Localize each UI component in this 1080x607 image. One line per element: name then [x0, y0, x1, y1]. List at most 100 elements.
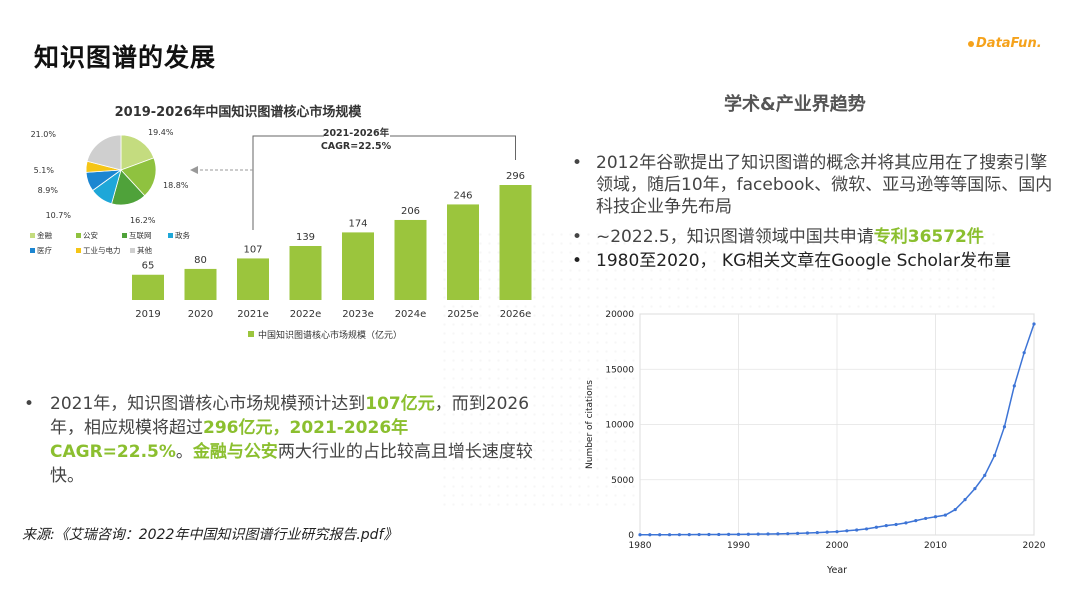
bar-2019 [132, 274, 164, 300]
citations-point [874, 525, 878, 529]
pie-value-label: 5.1% [34, 166, 55, 175]
bar-category-label: 2026e [500, 309, 532, 320]
pie-legend-label: 其他 [137, 245, 152, 255]
bullet-text-segment: ，而到2026年，相应规模将超过 [50, 394, 530, 438]
trend-bullet-patents-text: ~2022.5，知识图谱领域中国共申请专利36572件 [596, 226, 1062, 248]
y-axis-label: Number of citations [585, 380, 595, 469]
citations-point [707, 532, 711, 537]
citations-point [855, 528, 859, 532]
citations-point [736, 532, 741, 536]
bullet-dot: • [572, 153, 583, 173]
bar-2023e [342, 232, 374, 300]
market-size-chart: 2019-2026年中国知识图谱核心市场规模 65 2019 80 2020 107 202… [18, 100, 538, 350]
citations-point [766, 532, 770, 536]
pie-value-label: 18.8% [163, 181, 189, 190]
x-tick-label: 2020 [1023, 541, 1046, 551]
bar-legend-label: 中国知识图谱核心市场规模（亿元） [258, 329, 402, 341]
trend-bullet-scholar-text: 1980至2020， KG相关文章在Google Scholar发布量 [596, 251, 1012, 271]
citations-point [677, 533, 681, 537]
citations-point [884, 524, 888, 528]
pie-pointer-arrow-icon [190, 166, 198, 174]
bar-category-label: 2020 [188, 309, 213, 320]
bar-2025e [447, 204, 479, 300]
citations-point [648, 533, 652, 537]
bullet-dot: • [24, 394, 35, 414]
patents-text: ~2022.5，知识图谱领域中国共申请 [596, 227, 874, 247]
bar-category-label: 2023e [342, 309, 374, 320]
bullet-text-segment: 。 [175, 442, 193, 462]
bar-value-label: 80 [194, 255, 207, 266]
citations-point [1002, 425, 1007, 429]
citations-point [776, 532, 780, 536]
bar-2024e [394, 219, 427, 300]
citations-point [1022, 351, 1026, 355]
citations-point [993, 453, 997, 458]
pie-slice-金融 [120, 134, 155, 171]
x-tick-label: 1990 [727, 541, 750, 551]
trend-bullet-scholar: • 1980至2020， KG相关文章在Google Scholar发布量 [572, 250, 1062, 272]
citations-point [796, 531, 800, 535]
citations-point [756, 532, 760, 536]
market-bar-chart: 2019-2026年中国知识图谱核心市场规模 65 2019 80 2020 107 202… [30, 104, 532, 341]
citations-point [943, 513, 947, 517]
citations-point [687, 533, 691, 537]
bar-2026e [499, 185, 532, 300]
pie-value-label: 16.2% [130, 216, 156, 225]
citations-point [963, 498, 967, 502]
pie-legend-swatch [76, 233, 81, 238]
y-tick-label: 5000 [611, 476, 634, 486]
pie-legend-swatch [130, 248, 135, 253]
trend-bullet-google: • 2012年谷歌提出了知识图谱的概念并将其应用在了搜索引擎领域，随后10年，f… [572, 152, 1062, 218]
pie-legend-swatch [30, 248, 35, 253]
citations-point [924, 516, 928, 521]
pie-value-label: 19.4% [148, 128, 174, 137]
bar-category-label: 2025e [447, 309, 479, 320]
pie-legend-label: 政务 [175, 230, 190, 240]
pie-slice-其他 [86, 134, 122, 171]
pie-legend-label: 金融 [37, 230, 52, 240]
citations-point [1012, 384, 1016, 388]
cagr-annotation-line2: CAGR=22.5% [321, 141, 392, 152]
citations-point [638, 533, 642, 537]
pie-legend-label: 互联网 [129, 231, 152, 240]
patents-highlight: 专利36572件 [873, 227, 984, 247]
citations-point [914, 519, 918, 523]
citations-point [717, 532, 721, 537]
pie-legend-swatch [168, 233, 173, 238]
x-tick-label: 2010 [924, 541, 947, 551]
y-tick-label: 0 [628, 531, 634, 541]
y-tick-label: 20000 [605, 310, 634, 320]
pie-value-label: 10.7% [46, 211, 72, 220]
citations-point [658, 533, 662, 537]
logo-dot-icon [968, 40, 974, 47]
highlight-text: 107亿元 [365, 394, 435, 414]
market-bullet-text: 2021年，知识图谱核心市场规模预计达到107亿元，而到2026年，相应规模将超… [50, 392, 534, 488]
citations-point [864, 527, 869, 531]
bar-2021e [237, 258, 269, 300]
y-tick-label: 10000 [605, 421, 634, 431]
citations-point [815, 530, 819, 535]
bar-2022e [289, 245, 322, 300]
bar-value-label: 206 [401, 206, 420, 217]
bar-category-label: 2024e [395, 309, 427, 320]
bullet-text-segment: 2021年，知识图谱核心市场规模预计达到 [50, 394, 366, 414]
bar-value-label: 246 [453, 190, 472, 201]
x-tick-label: 2000 [826, 541, 849, 551]
citations-line-chart: 0 5000 10000 15000 20000 1980 1990 2000 2010 2020… [578, 302, 1058, 592]
citations-point [933, 515, 938, 519]
bullet-dot: • [572, 227, 583, 247]
pie-legend-label: 医疗 [37, 245, 52, 255]
bullet-dot: • [572, 251, 583, 271]
y-tick-label: 15000 [605, 365, 634, 375]
trend-bullet-patents: • ~2022.5，知识图谱领域中国共申请专利36572件 [572, 226, 1062, 248]
citations-line-svg: 0 5000 10000 15000 20000 1980 1990 2000 2010 2020… [585, 310, 1046, 576]
trend-bullet-google-text: 2012年谷歌提出了知识图谱的概念并将其应用在了搜索引擎领域，随后10年，fac… [596, 153, 1053, 217]
market-bullet: • 2021年，知识图谱核心市场规模预计达到107亿元，而到2026年，相应规模… [24, 392, 534, 488]
bar-value-label: 139 [296, 232, 315, 243]
citations-point [667, 533, 672, 537]
citations-point [805, 531, 810, 535]
citations-point [835, 530, 839, 534]
citations-point [904, 521, 908, 525]
citations-point [1032, 322, 1036, 326]
source-citation: 来源:《艾瑞咨询：2022年中国知识图谱行业研究报告.pdf》 [22, 527, 398, 543]
